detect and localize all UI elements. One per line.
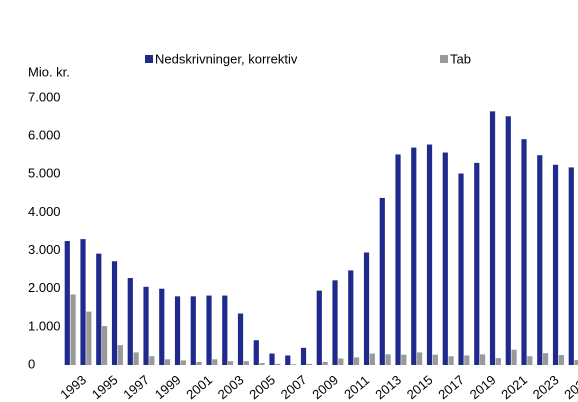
bar: [290, 364, 297, 365]
y-tick-label: 5.000: [28, 166, 61, 181]
x-tick-label: 1993: [57, 372, 89, 402]
bar: [127, 278, 133, 365]
bar: [80, 239, 86, 365]
bar: [164, 359, 171, 365]
bar: [190, 296, 196, 365]
bar: [174, 296, 181, 365]
bar: [243, 361, 249, 365]
y-tick-label: 1.000: [28, 318, 61, 333]
y-axis-label: Mio. kr.: [28, 64, 70, 79]
bar: [489, 111, 496, 365]
bar: [206, 295, 212, 365]
bar: [269, 353, 275, 365]
x-tick-label: 2001: [183, 372, 215, 402]
bar: [363, 252, 370, 365]
y-tick-label: 6.000: [28, 128, 61, 143]
x-tick-label: 2025: [561, 372, 578, 402]
bar: [426, 144, 433, 365]
bar: [212, 359, 218, 365]
bar: [64, 241, 70, 365]
bar: [275, 363, 281, 365]
bar: [133, 352, 139, 365]
bar: [222, 295, 228, 365]
bar: [474, 162, 480, 365]
x-tick-label: 2009: [309, 372, 341, 402]
bar: [348, 270, 354, 365]
bar: [448, 356, 454, 365]
y-tick-label: 4.000: [28, 204, 61, 219]
x-tick-label: 2003: [215, 372, 247, 402]
bar: [159, 288, 165, 365]
bar: [505, 116, 511, 366]
y-tick-label: 3.000: [28, 242, 61, 257]
bar: [558, 355, 564, 365]
bar: [464, 355, 470, 365]
bar: [338, 358, 344, 365]
x-tick-label: 2023: [530, 372, 562, 402]
bar: [542, 353, 549, 365]
bar: [259, 363, 265, 365]
bar: [180, 360, 186, 365]
bar: [101, 326, 108, 365]
bar: [300, 347, 307, 365]
bar: [527, 356, 533, 365]
bar: [432, 354, 438, 365]
bar: [568, 167, 574, 365]
legend-swatch: [440, 55, 448, 63]
bar: [143, 286, 149, 365]
x-tick-label: 1995: [89, 372, 121, 402]
bar: [511, 349, 517, 365]
bar: [196, 361, 202, 365]
bar: [70, 294, 76, 365]
x-tick-label: 2013: [372, 372, 404, 402]
bar: [521, 139, 527, 365]
x-tick-label: 2005: [246, 372, 278, 402]
bar: [369, 353, 375, 365]
x-tick-label: 2019: [467, 372, 499, 402]
bar: [442, 152, 448, 365]
x-tick-label: 1997: [120, 372, 152, 402]
bar: [401, 354, 407, 365]
bar: [316, 290, 322, 365]
x-tick-label: 2017: [435, 372, 467, 402]
legend-label: Nedskrivninger, korrektiv: [155, 51, 298, 66]
bar: [322, 361, 328, 365]
bar: [537, 155, 543, 365]
x-tick-label: 2021: [498, 372, 530, 402]
bar: [495, 358, 501, 365]
y-tick-label: 2.000: [28, 280, 61, 295]
bar: [117, 345, 123, 365]
bar: [479, 354, 486, 365]
bar: [149, 356, 155, 365]
bar: [96, 253, 102, 365]
x-tick-label: 2011: [341, 372, 372, 401]
bar: [227, 361, 234, 365]
bar: [379, 197, 385, 365]
x-tick-label: 2015: [404, 372, 436, 402]
bar: [416, 352, 423, 365]
bar: [253, 340, 259, 365]
bar: [395, 154, 401, 365]
bar: [552, 164, 559, 365]
bar: [574, 360, 578, 365]
bar: [332, 280, 338, 365]
y-tick-label: 7.000: [28, 89, 61, 104]
legend-label: Tab: [450, 51, 471, 66]
bar: [306, 363, 312, 365]
bar: [111, 261, 118, 365]
bar: [411, 147, 417, 365]
y-tick-label: 0: [28, 356, 35, 371]
bar: [237, 313, 244, 365]
bar: [86, 311, 92, 365]
bar: [385, 354, 391, 365]
x-tick-label: 2007: [278, 372, 310, 402]
legend-swatch: [145, 55, 153, 63]
bar: [285, 355, 291, 365]
bar: [458, 173, 464, 365]
bar: [353, 357, 360, 365]
x-tick-label: 1999: [152, 372, 184, 402]
